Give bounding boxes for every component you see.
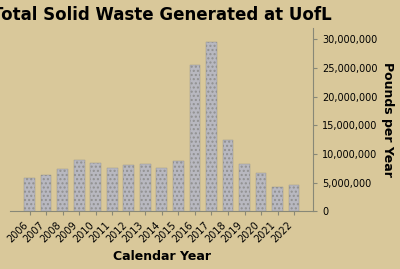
X-axis label: Calendar Year: Calendar Year xyxy=(113,250,211,263)
Bar xyxy=(289,185,300,211)
Bar xyxy=(173,161,184,211)
Bar xyxy=(140,164,151,211)
Bar xyxy=(223,140,233,211)
Bar xyxy=(24,178,35,211)
Bar xyxy=(124,165,134,211)
Bar xyxy=(74,160,84,211)
Bar xyxy=(107,168,118,211)
Bar xyxy=(190,65,200,211)
Bar xyxy=(239,164,250,211)
Bar xyxy=(206,42,217,211)
Bar xyxy=(57,169,68,211)
Bar xyxy=(156,168,167,211)
Bar xyxy=(90,163,101,211)
Y-axis label: Pounds per Year: Pounds per Year xyxy=(382,62,394,177)
Title: Total Solid Waste Generated at UofL: Total Solid Waste Generated at UofL xyxy=(0,6,332,24)
Bar xyxy=(256,173,266,211)
Bar xyxy=(272,187,283,211)
Bar xyxy=(41,175,52,211)
